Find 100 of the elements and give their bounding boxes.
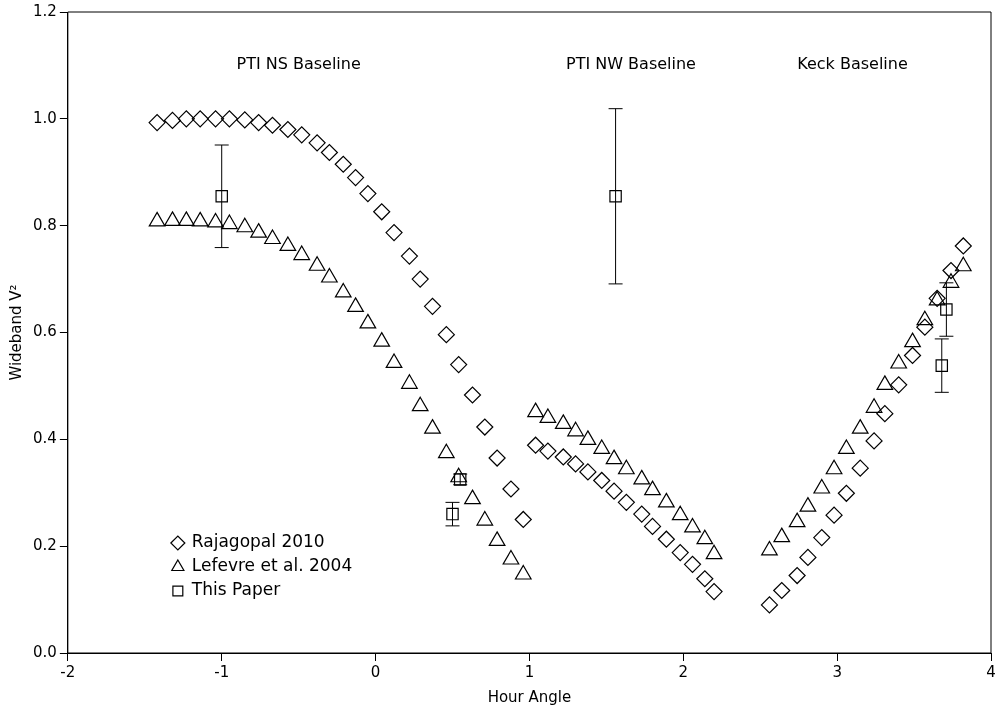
point <box>207 212 224 228</box>
point <box>163 111 182 130</box>
point <box>851 459 869 477</box>
point <box>605 482 623 500</box>
point <box>788 566 806 585</box>
point <box>308 256 326 271</box>
point <box>476 510 494 526</box>
point <box>250 113 268 132</box>
point <box>633 469 651 485</box>
point <box>539 442 557 460</box>
annotation: Keck Baseline <box>797 54 908 74</box>
x-tick-label: 4 <box>986 662 996 681</box>
point <box>773 581 791 600</box>
point <box>696 570 714 588</box>
point <box>609 190 622 203</box>
point <box>424 419 441 434</box>
point <box>761 540 778 556</box>
y-tick-label: 0.6 <box>33 322 57 341</box>
point <box>148 113 166 132</box>
point <box>799 497 817 512</box>
point <box>177 211 195 226</box>
point <box>236 111 254 129</box>
point <box>593 471 611 490</box>
point <box>644 480 661 496</box>
point <box>514 510 532 529</box>
y-axis-title: Wideband V² <box>6 284 25 381</box>
x-tick-label: 1 <box>524 662 535 681</box>
point <box>657 530 675 548</box>
point <box>579 430 597 445</box>
point <box>514 564 532 580</box>
point <box>566 455 585 473</box>
point <box>411 270 429 288</box>
y-tick-label: 1.2 <box>33 1 57 20</box>
point <box>942 261 960 280</box>
point <box>593 439 611 455</box>
point <box>502 480 520 498</box>
point <box>526 436 545 454</box>
point <box>617 493 635 511</box>
legend-label: Rajagopal 2010 <box>191 531 325 552</box>
point <box>539 408 557 424</box>
point <box>657 492 675 508</box>
point <box>684 517 701 533</box>
point <box>527 402 544 418</box>
x-tick-label: 3 <box>832 662 842 681</box>
point <box>359 185 377 203</box>
y-tick-label: 0.2 <box>33 536 57 555</box>
point <box>705 544 723 560</box>
point <box>935 359 949 372</box>
point <box>633 505 651 523</box>
point <box>236 217 254 233</box>
point <box>334 155 352 173</box>
annotation: PTI NS Baseline <box>236 54 361 74</box>
point <box>865 398 883 413</box>
point <box>488 531 506 546</box>
point <box>799 548 817 566</box>
y-tick-label: 0.4 <box>33 429 57 448</box>
point <box>450 467 468 483</box>
point <box>567 421 584 437</box>
point <box>221 214 238 230</box>
point <box>359 313 377 329</box>
point <box>411 396 429 412</box>
point <box>954 256 972 272</box>
point <box>617 459 635 475</box>
point <box>321 267 338 283</box>
x-tick-label: -2 <box>60 662 76 681</box>
point <box>916 310 934 326</box>
point <box>876 375 894 390</box>
point <box>954 237 972 255</box>
point <box>813 478 831 494</box>
x-tick-label: -1 <box>214 662 230 681</box>
point <box>437 443 455 459</box>
point <box>437 326 455 344</box>
point <box>400 247 419 265</box>
point <box>279 120 297 139</box>
point <box>890 353 908 369</box>
point <box>579 463 597 481</box>
point <box>263 116 282 134</box>
point <box>760 596 779 614</box>
point <box>940 303 953 316</box>
point <box>554 448 572 466</box>
point <box>446 507 459 521</box>
point <box>705 582 723 601</box>
point <box>450 355 468 374</box>
point <box>554 414 572 429</box>
point <box>837 439 855 455</box>
point <box>385 353 403 369</box>
y-tick-label: 1.0 <box>33 108 57 127</box>
point <box>373 331 391 347</box>
point <box>373 203 391 221</box>
x-tick-label: 0 <box>370 662 381 681</box>
point <box>250 223 268 238</box>
point <box>308 134 326 152</box>
point <box>904 332 921 348</box>
point <box>293 245 311 261</box>
point <box>220 110 239 128</box>
x-tick-label: 2 <box>678 662 689 681</box>
point <box>788 512 806 528</box>
point <box>148 211 166 227</box>
y-tick-label: 0.8 <box>33 215 57 234</box>
point <box>488 449 506 467</box>
